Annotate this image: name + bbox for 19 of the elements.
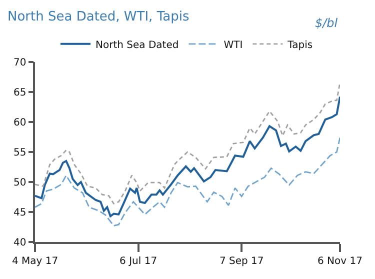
legend-label: North Sea Dated [96, 40, 179, 51]
y-tick-label: 40 [14, 238, 26, 248]
text: $/bl [315, 16, 338, 30]
x-tick-label: 4 May 17 [12, 256, 58, 267]
line-series [35, 82, 340, 204]
y-tick-label: 55 [14, 148, 26, 158]
legend-label: WTI [224, 40, 243, 51]
chart-title: North Sea Dated, WTI, Tapis [8, 9, 190, 24]
line-series [35, 96, 340, 218]
line-series [35, 136, 340, 226]
y-tick-label: 60 [14, 118, 26, 128]
y-tick-label: 70 [14, 58, 26, 68]
x-tick-label: 7 Sep 17 [219, 256, 264, 267]
legend-label: Tapis [286, 40, 313, 51]
y-tick-label: 50 [14, 178, 26, 188]
y-tick-label: 65 [14, 88, 26, 98]
y-tick-label: 45 [14, 208, 26, 218]
x-tick-label: 6 Jul 17 [120, 256, 158, 267]
x-tick-label: 6 Nov 17 [318, 256, 362, 267]
